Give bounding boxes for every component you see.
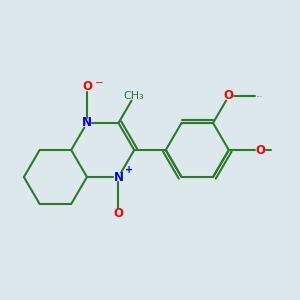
Text: methoxy: methoxy — [257, 95, 263, 97]
Text: O: O — [224, 89, 234, 103]
Text: +: + — [125, 165, 134, 175]
Text: N: N — [82, 116, 92, 130]
Text: O: O — [113, 206, 124, 220]
Text: N: N — [113, 170, 124, 184]
Text: O: O — [255, 143, 265, 157]
Text: CH₃: CH₃ — [124, 91, 145, 101]
Text: O: O — [82, 80, 92, 94]
Text: −: − — [95, 78, 104, 88]
